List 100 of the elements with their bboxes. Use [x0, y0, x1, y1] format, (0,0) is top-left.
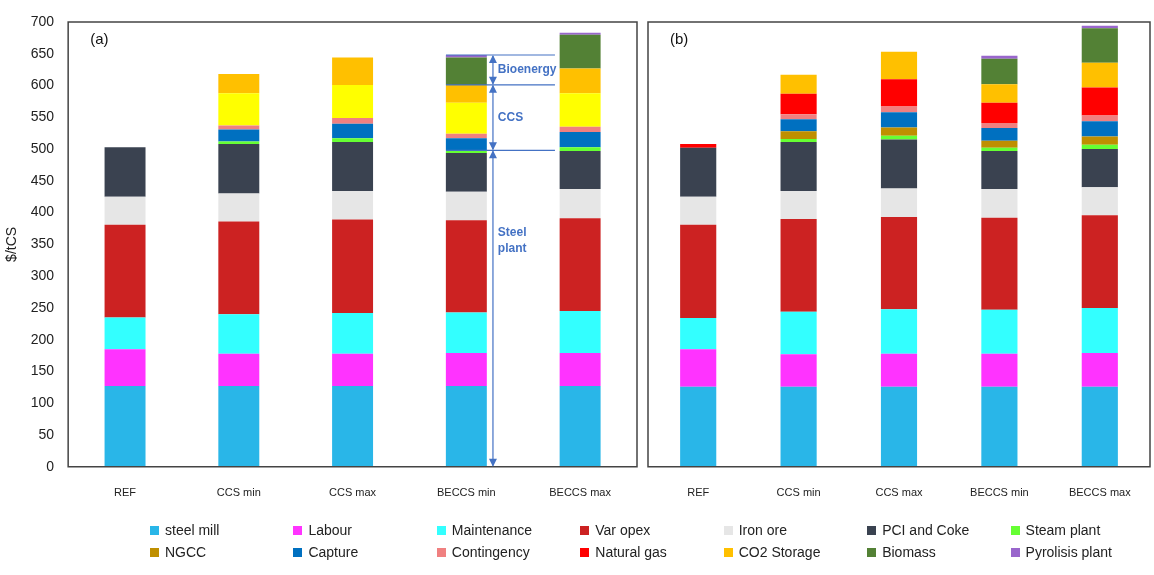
- y-tick-label: 250: [30, 298, 55, 315]
- bar: [880, 139, 918, 189]
- bar: [981, 147, 1018, 151]
- legend-label: Pyrolisis plant: [1025, 544, 1112, 560]
- bar: [780, 311, 817, 355]
- legend-label: Contingency: [451, 544, 530, 560]
- bar: [981, 84, 1018, 103]
- bar: [332, 117, 374, 124]
- bar: [1081, 87, 1118, 116]
- y-tick-label: 550: [30, 108, 55, 125]
- bar: [981, 189, 1018, 218]
- bar: [559, 386, 601, 467]
- x-tick-label: REF: [114, 486, 137, 499]
- bar: [1081, 386, 1118, 467]
- y-tick-label: 50: [38, 425, 55, 442]
- y-axis-title: $/tCS: [3, 226, 20, 262]
- bar: [780, 354, 817, 387]
- bar: [559, 93, 601, 127]
- legend-label: Labour: [308, 522, 353, 538]
- x-tick-label: BECCS min: [970, 486, 1029, 499]
- bar: [880, 386, 918, 467]
- bar: [218, 129, 260, 142]
- bar: [880, 135, 918, 140]
- bar: [332, 353, 374, 387]
- bar: [880, 127, 918, 136]
- bar: [332, 386, 374, 467]
- bar: [218, 353, 260, 387]
- bar: [780, 74, 817, 94]
- bar: [780, 93, 817, 115]
- bar: [680, 196, 717, 225]
- bar: [1081, 28, 1118, 63]
- legend-label: Capture: [308, 544, 359, 560]
- y-tick-label: 500: [30, 139, 55, 156]
- bar: [218, 74, 260, 94]
- bar: [1081, 115, 1118, 122]
- x-tick-label: BECCS max: [1068, 486, 1132, 499]
- bar: [559, 218, 601, 312]
- bar: [1081, 149, 1118, 188]
- y-tick-label: 100: [30, 394, 55, 411]
- bar: [218, 221, 260, 315]
- y-tick-label: 200: [30, 330, 55, 347]
- bar: [880, 309, 918, 354]
- x-tick-label: CCS min: [776, 486, 821, 499]
- bar: [981, 150, 1018, 190]
- legend-label: Natural gas: [595, 544, 667, 560]
- bar: [559, 353, 601, 387]
- bar: [104, 224, 146, 318]
- bar: [680, 147, 717, 197]
- bar: [332, 123, 374, 139]
- y-tick-label: 150: [30, 362, 55, 379]
- bar: [981, 386, 1018, 467]
- bar: [981, 217, 1018, 310]
- y-tick-label: 400: [30, 203, 55, 220]
- bar: [104, 317, 146, 350]
- bar: [880, 112, 918, 128]
- bar: [332, 57, 374, 85]
- bar: [1081, 136, 1118, 145]
- x-tick-label: BECCS max: [549, 486, 612, 499]
- y-tick-label: 300: [30, 267, 55, 284]
- bar: [218, 314, 260, 354]
- legend-label: Maintenance: [451, 522, 533, 538]
- y-tick-label: 700: [30, 12, 55, 29]
- bar: [559, 150, 601, 190]
- y-tick-label: 0: [46, 457, 55, 474]
- legend-label: Var opex: [595, 522, 651, 538]
- bar: [680, 224, 717, 319]
- y-tick-label: 650: [30, 44, 55, 61]
- bar: [780, 218, 817, 312]
- bar: [332, 191, 374, 220]
- x-tick-label: CCS max: [875, 486, 924, 499]
- bar: [1081, 121, 1118, 137]
- bar: [981, 353, 1018, 387]
- bar: [559, 34, 601, 69]
- text: (a): [90, 29, 109, 47]
- bar: [981, 128, 1018, 141]
- bar: [1081, 353, 1118, 387]
- bar: [104, 349, 146, 387]
- bar: [332, 142, 374, 192]
- bar: [981, 102, 1018, 124]
- bar: [559, 311, 601, 354]
- x-tick-label: REF: [687, 486, 710, 499]
- legend-label: CO2 Storage: [738, 544, 821, 560]
- bar: [559, 147, 601, 151]
- bar: [104, 196, 146, 225]
- bar: [559, 126, 601, 132]
- bar: [780, 114, 817, 120]
- bar: [981, 309, 1018, 354]
- bar: [1081, 215, 1118, 308]
- bar: [780, 191, 817, 219]
- bar: [981, 140, 1018, 148]
- x-tick-label: BECCS min: [437, 486, 496, 499]
- legend-label: Biomass: [882, 544, 936, 560]
- bar: [332, 84, 374, 118]
- bar: [332, 313, 374, 354]
- bar: [332, 138, 374, 143]
- bar: [104, 147, 146, 197]
- bar: [218, 193, 260, 222]
- bar: [1081, 62, 1118, 88]
- bar: [104, 386, 146, 467]
- bar: [981, 58, 1018, 85]
